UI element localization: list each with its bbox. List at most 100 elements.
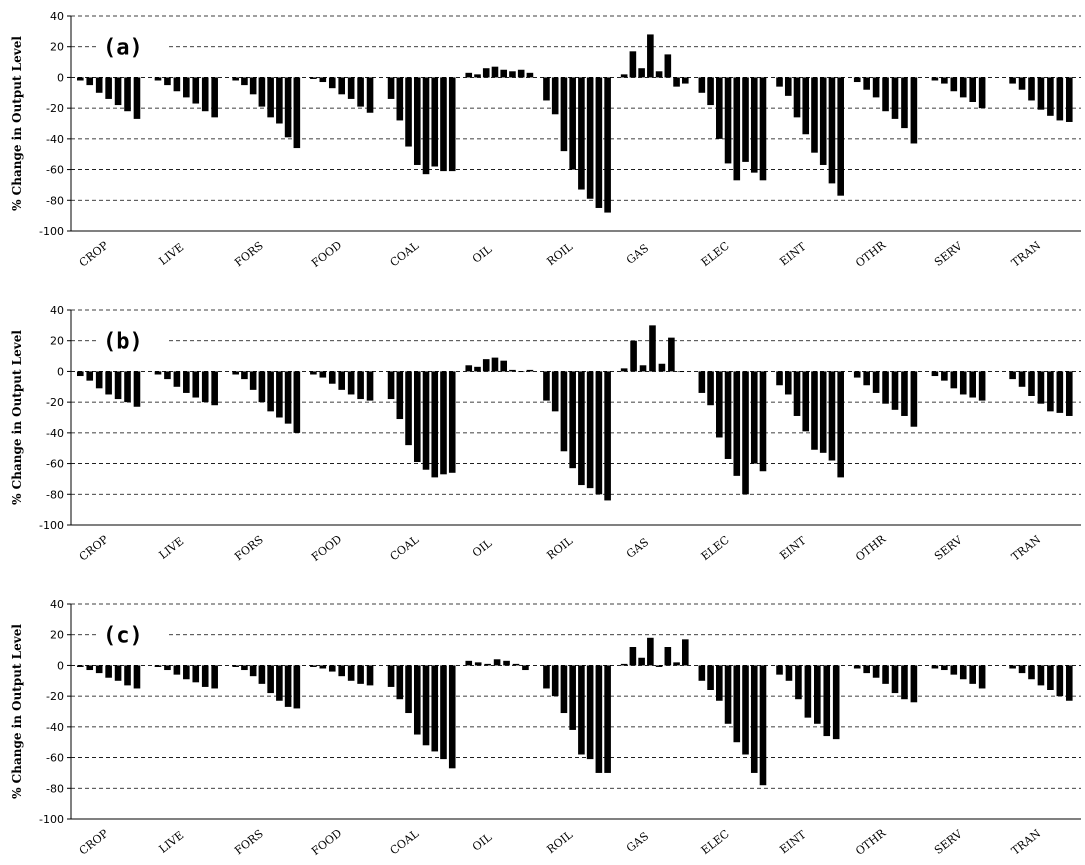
bar-othr	[901, 77, 908, 129]
bar-eint	[837, 77, 844, 196]
category-label: LIVE	[157, 829, 187, 856]
bar-food	[338, 77, 346, 95]
bar-crop	[124, 371, 131, 403]
bar-coal	[387, 77, 395, 99]
bar-othr	[863, 665, 870, 674]
bar-gas	[649, 325, 656, 372]
bar-oil	[465, 365, 473, 372]
bar-coal	[422, 77, 430, 175]
bar-othr	[853, 77, 861, 83]
bar-live	[211, 77, 218, 118]
bar-oil	[465, 72, 473, 78]
category-label: FORS	[232, 239, 266, 269]
bar-food	[347, 665, 355, 681]
bar-tran	[1065, 665, 1073, 701]
bar-crop	[114, 665, 122, 681]
y-tick-label: -20	[46, 396, 64, 409]
category-label: OIL	[470, 242, 495, 265]
bar-roil	[551, 77, 559, 115]
category-label: ELEC	[699, 533, 732, 563]
bar-roil	[569, 77, 576, 170]
bar-othr	[872, 371, 880, 393]
bar-serv	[959, 665, 967, 680]
category-label: GAS	[624, 830, 651, 855]
y-tick-label: -80	[46, 194, 64, 207]
bar-crop	[77, 77, 84, 81]
bar-coal	[448, 77, 456, 172]
bar-serv	[941, 665, 948, 671]
bar-oil	[517, 69, 525, 78]
bar-othr	[910, 665, 918, 703]
bar-food	[310, 77, 317, 79]
bar-tran	[1056, 77, 1064, 121]
bar-eint	[776, 77, 783, 87]
bar-gas	[664, 647, 672, 666]
bar-food	[338, 665, 346, 677]
bar-serv	[941, 371, 948, 381]
bar-othr	[910, 371, 918, 427]
bar-coal	[431, 77, 439, 167]
bar-othr	[901, 371, 908, 416]
y-tick-label: -20	[46, 690, 64, 703]
bar-tran	[1037, 77, 1045, 110]
bar-fors	[232, 371, 239, 375]
bar-eint	[837, 371, 844, 478]
bar-serv	[978, 77, 986, 109]
bar-live	[183, 665, 190, 680]
bar-serv	[941, 77, 948, 84]
bar-coal	[387, 665, 395, 687]
bar-elec	[698, 665, 706, 681]
bar-eint	[819, 371, 827, 453]
bar-food	[347, 371, 355, 395]
bar-oil	[522, 665, 529, 671]
bar-oil	[474, 662, 482, 666]
category-label: EINT	[777, 828, 809, 857]
y-tick-label: -60	[46, 458, 64, 471]
bar-roil	[578, 77, 585, 190]
bar-eint	[785, 665, 793, 681]
y-tick-label: 20	[50, 629, 64, 642]
bar-tran	[1047, 371, 1054, 412]
bar-gas	[655, 665, 663, 667]
category-label: ROIL	[544, 240, 575, 268]
y-tick-label: -100	[39, 519, 64, 532]
category-label: FOOD	[309, 532, 344, 564]
category-label: GAS	[624, 242, 651, 267]
bar-roil	[604, 371, 611, 501]
bar-roil	[604, 77, 611, 213]
bar-oil	[491, 357, 499, 372]
bar-elec	[724, 77, 732, 164]
bar-tran	[1065, 77, 1073, 122]
bar-oil	[482, 359, 490, 372]
bar-oil	[526, 369, 534, 372]
bar-fors	[232, 665, 239, 667]
bar-othr	[863, 77, 870, 90]
bar-coal	[431, 665, 439, 752]
bar-othr	[882, 77, 889, 112]
y-tick-label: -60	[46, 752, 64, 765]
category-label: GAS	[624, 536, 651, 561]
category-label: CROP	[77, 533, 112, 564]
bar-food	[319, 665, 327, 669]
category-label: CROP	[77, 827, 112, 858]
bar-serv	[950, 371, 958, 389]
bar-fors	[249, 371, 257, 390]
bar-serv	[978, 371, 986, 401]
bar-roil	[569, 665, 576, 730]
bar-live	[154, 77, 162, 81]
bar-othr	[853, 665, 861, 669]
bar-serv	[931, 665, 939, 669]
bar-roil	[543, 77, 550, 101]
bar-eint	[802, 77, 810, 135]
bar-elec	[759, 77, 767, 181]
bar-elec	[707, 665, 714, 690]
bar-elec	[759, 665, 767, 786]
bar-tran	[1056, 371, 1064, 413]
bar-food	[347, 77, 355, 99]
bar-food	[357, 665, 364, 684]
category-label: FOOD	[309, 238, 344, 270]
bar-fors	[267, 665, 274, 694]
bar-live	[183, 77, 190, 98]
bar-coal	[440, 665, 447, 760]
bar-eint	[804, 665, 812, 718]
